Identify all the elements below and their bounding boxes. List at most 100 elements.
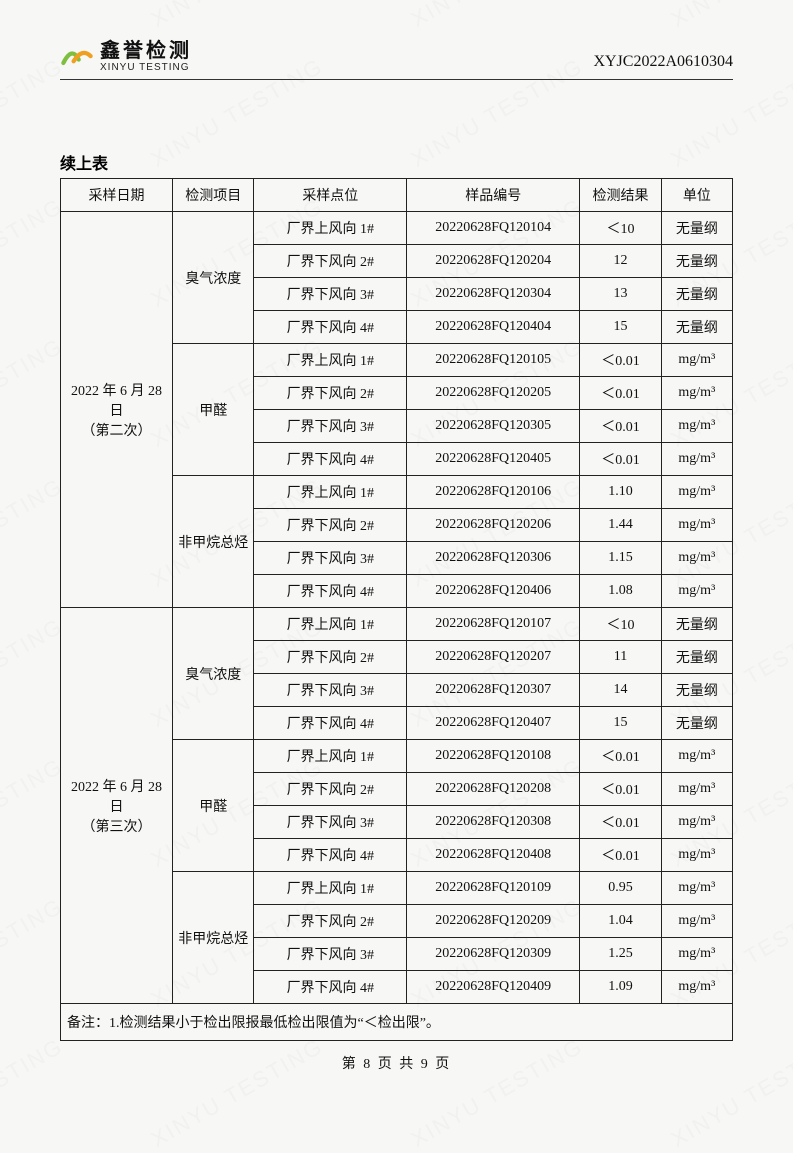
result-cell: 1.15 <box>580 542 661 575</box>
sample-cell: 20220628FQ120204 <box>407 245 580 278</box>
unit-cell: 无量纲 <box>661 212 732 245</box>
point-cell: 厂界上风向 1# <box>254 476 407 509</box>
point-cell: 厂界下风向 3# <box>254 806 407 839</box>
item-cell: 臭气浓度 <box>173 212 254 344</box>
sample-cell: 20220628FQ120206 <box>407 509 580 542</box>
page-content: 鑫誉检测 XINYU TESTING XYJC2022A0610304 续上表 … <box>0 0 793 1073</box>
point-cell: 厂界下风向 3# <box>254 278 407 311</box>
date-cell: 2022 年 6 月 28 日 （第二次） <box>61 212 173 608</box>
table-row: 2022 年 6 月 28 日 （第三次）臭气浓度厂界上风向 1#2022062… <box>61 608 733 641</box>
point-cell: 厂界下风向 4# <box>254 443 407 476</box>
sample-cell: 20220628FQ120207 <box>407 641 580 674</box>
unit-cell: mg/m³ <box>661 575 732 608</box>
unit-cell: mg/m³ <box>661 344 732 377</box>
sample-cell: 20220628FQ120104 <box>407 212 580 245</box>
point-cell: 厂界上风向 1# <box>254 740 407 773</box>
unit-cell: 无量纲 <box>661 641 732 674</box>
table-row: 2022 年 6 月 28 日 （第二次）臭气浓度厂界上风向 1#2022062… <box>61 212 733 245</box>
page-header: 鑫誉检测 XINYU TESTING XYJC2022A0610304 <box>60 40 733 80</box>
unit-cell: mg/m³ <box>661 839 732 872</box>
unit-cell: mg/m³ <box>661 773 732 806</box>
result-cell: ＜0.01 <box>580 344 661 377</box>
result-cell: 1.08 <box>580 575 661 608</box>
sample-cell: 20220628FQ120109 <box>407 872 580 905</box>
point-cell: 厂界下风向 4# <box>254 839 407 872</box>
sample-cell: 20220628FQ120406 <box>407 575 580 608</box>
unit-cell: mg/m³ <box>661 443 732 476</box>
item-cell: 非甲烷总烃 <box>173 872 254 1004</box>
unit-cell: 无量纲 <box>661 245 732 278</box>
point-cell: 厂界下风向 4# <box>254 311 407 344</box>
point-cell: 厂界下风向 4# <box>254 707 407 740</box>
result-cell: 1.10 <box>580 476 661 509</box>
col-header-sample: 样品编号 <box>407 179 580 212</box>
table-title: 续上表 <box>60 150 733 174</box>
result-cell: ＜0.01 <box>580 443 661 476</box>
brand-logo-icon <box>60 43 94 71</box>
point-cell: 厂界下风向 3# <box>254 410 407 443</box>
sample-cell: 20220628FQ120209 <box>407 905 580 938</box>
sample-cell: 20220628FQ120307 <box>407 674 580 707</box>
unit-cell: mg/m³ <box>661 806 732 839</box>
item-cell: 臭气浓度 <box>173 608 254 740</box>
col-header-result: 检测结果 <box>580 179 661 212</box>
point-cell: 厂界下风向 4# <box>254 575 407 608</box>
result-cell: 1.04 <box>580 905 661 938</box>
sample-cell: 20220628FQ120304 <box>407 278 580 311</box>
sample-cell: 20220628FQ120308 <box>407 806 580 839</box>
point-cell: 厂界下风向 2# <box>254 773 407 806</box>
point-cell: 厂界下风向 2# <box>254 245 407 278</box>
sample-cell: 20220628FQ120408 <box>407 839 580 872</box>
point-cell: 厂界下风向 3# <box>254 542 407 575</box>
brand-block: 鑫誉检测 XINYU TESTING <box>60 40 192 73</box>
sample-cell: 20220628FQ120306 <box>407 542 580 575</box>
note-row: 备注：1.检测结果小于检出限报最低检出限值为“＜检出限”。 <box>61 1004 733 1041</box>
result-cell: ＜0.01 <box>580 773 661 806</box>
unit-cell: mg/m³ <box>661 410 732 443</box>
point-cell: 厂界下风向 2# <box>254 377 407 410</box>
result-cell: 15 <box>580 707 661 740</box>
sample-cell: 20220628FQ120407 <box>407 707 580 740</box>
result-cell: ＜0.01 <box>580 410 661 443</box>
unit-cell: mg/m³ <box>661 476 732 509</box>
point-cell: 厂界下风向 3# <box>254 938 407 971</box>
result-cell: ＜0.01 <box>580 377 661 410</box>
point-cell: 厂界下风向 2# <box>254 905 407 938</box>
sample-cell: 20220628FQ120305 <box>407 410 580 443</box>
result-cell: 14 <box>580 674 661 707</box>
unit-cell: mg/m³ <box>661 740 732 773</box>
point-cell: 厂界上风向 1# <box>254 344 407 377</box>
results-table: 采样日期 检测项目 采样点位 样品编号 检测结果 单位 2022 年 6 月 2… <box>60 178 733 1041</box>
point-cell: 厂界上风向 1# <box>254 212 407 245</box>
point-cell: 厂界下风向 2# <box>254 641 407 674</box>
sample-cell: 20220628FQ120208 <box>407 773 580 806</box>
result-cell: ＜0.01 <box>580 806 661 839</box>
report-number: XYJC2022A0610304 <box>593 53 733 73</box>
item-cell: 甲醛 <box>173 740 254 872</box>
date-cell: 2022 年 6 月 28 日 （第三次） <box>61 608 173 1004</box>
result-cell: ＜10 <box>580 212 661 245</box>
unit-cell: 无量纲 <box>661 278 732 311</box>
unit-cell: mg/m³ <box>661 542 732 575</box>
sample-cell: 20220628FQ120105 <box>407 344 580 377</box>
item-cell: 非甲烷总烃 <box>173 476 254 608</box>
brand-name-cn: 鑫誉检测 <box>100 40 192 62</box>
result-cell: ＜10 <box>580 608 661 641</box>
page-footer: 第 8 页 共 9 页 <box>60 1053 733 1073</box>
point-cell: 厂界下风向 2# <box>254 509 407 542</box>
point-cell: 厂界上风向 1# <box>254 608 407 641</box>
unit-cell: 无量纲 <box>661 311 732 344</box>
unit-cell: mg/m³ <box>661 938 732 971</box>
point-cell: 厂界下风向 4# <box>254 971 407 1004</box>
sample-cell: 20220628FQ120405 <box>407 443 580 476</box>
result-cell: 13 <box>580 278 661 311</box>
result-cell: 1.44 <box>580 509 661 542</box>
result-cell: ＜0.01 <box>580 740 661 773</box>
result-cell: 11 <box>580 641 661 674</box>
sample-cell: 20220628FQ120309 <box>407 938 580 971</box>
result-cell: ＜0.01 <box>580 839 661 872</box>
brand-name-en: XINYU TESTING <box>100 62 192 73</box>
result-cell: 0.95 <box>580 872 661 905</box>
unit-cell: 无量纲 <box>661 707 732 740</box>
unit-cell: mg/m³ <box>661 872 732 905</box>
